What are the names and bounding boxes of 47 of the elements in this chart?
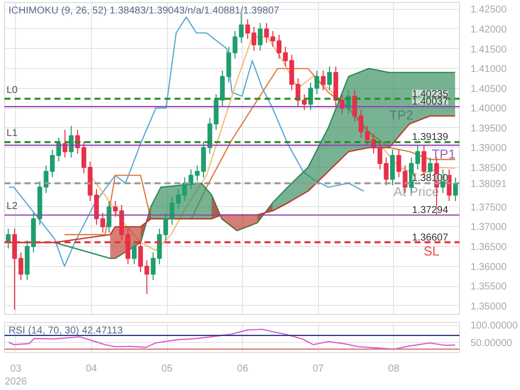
x-tick-label: 08 [388, 364, 400, 374]
annotation: L0 [6, 84, 18, 96]
chart-title: ICHIMOKU (9, 26, 52) 1.38483/1.39043/n/a/1.40881/1.39807 [8, 6, 280, 16]
y-tick-label: 1.39000 [470, 143, 508, 154]
chart-title: RSI (14, 70, 30) 42.47113 [8, 326, 124, 336]
candlestick [258, 22, 263, 52]
ref-line-label: 1.37294 [412, 205, 449, 216]
ref-line-label: 1.40037 [412, 96, 449, 108]
candlestick [106, 200, 112, 234]
y-tick-label: 1.39500 [470, 123, 508, 134]
candlestick [453, 177, 458, 202]
y-tick-label: 50.00000 [470, 338, 513, 349]
y-tick-label: 1.36500 [470, 242, 508, 253]
y-tick-label: 1.42000 [470, 24, 508, 36]
x-tick-label: 03 2026 [4, 364, 28, 388]
annotation: SL [424, 243, 440, 258]
ref-line-label: 1.39139 [412, 132, 449, 144]
annotation: TP2 [389, 108, 414, 123]
line-series [64, 68, 456, 236]
y-tick-label: 1.35500 [470, 282, 508, 293]
x-tick-label: 07 [312, 364, 324, 374]
y-tick-label: 1.38500 [470, 162, 508, 174]
candlestick [327, 66, 332, 91]
candlestick [320, 70, 326, 91]
y-tick-label: 1.37500 [470, 202, 508, 214]
x-tick-label: 06 [237, 364, 249, 374]
y-tick-label: 1.41000 [470, 64, 508, 76]
candlestick [390, 149, 395, 186]
y-tick-label: 1.36000 [470, 262, 508, 273]
candlestick [415, 145, 420, 170]
y-tick-label: 1.41500 [470, 44, 508, 56]
candlestick [132, 240, 137, 265]
ref-line-label: 1.38100 [412, 173, 449, 184]
y-tick-label: 1.37000 [470, 222, 508, 234]
annotation: L1 [6, 128, 18, 140]
annotation: TP1 [432, 146, 456, 162]
annotation: L2 [6, 201, 18, 212]
ref-line-label: 1.36607 [412, 232, 449, 244]
x-tick-label: 05 [161, 364, 173, 374]
y-tick-label: 1.38091 [470, 179, 508, 190]
line-series [8, 16, 364, 267]
y-tick-label: 1.35000 [470, 301, 508, 312]
y-tick-label: 1.42500 [470, 4, 508, 16]
y-tick-label: 1.40000 [470, 104, 508, 115]
x-tick-label: 04 [86, 364, 98, 374]
y-tick-label: 1.40500 [470, 84, 508, 95]
y-tick-label: 100.00000 [470, 320, 518, 332]
